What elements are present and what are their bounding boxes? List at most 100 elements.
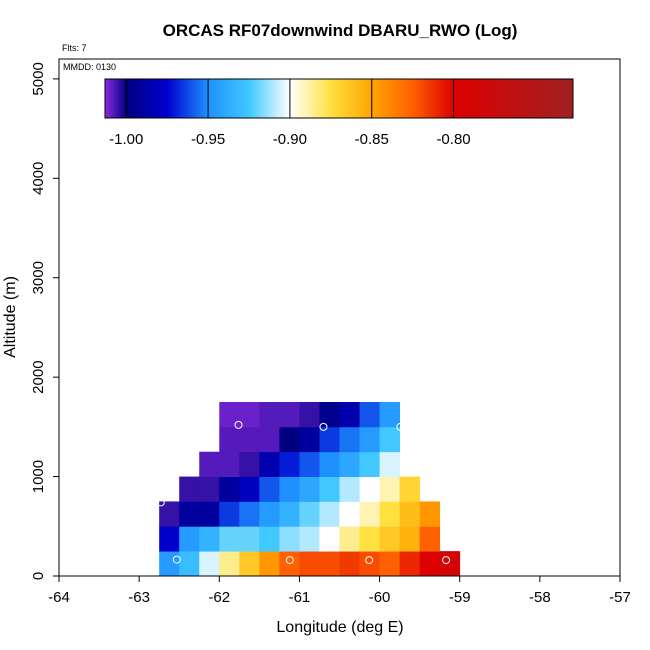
- heatmap-cell: [359, 451, 380, 477]
- heatmap-cell: [299, 476, 320, 502]
- heatmap-cell: [279, 501, 300, 527]
- heatmap-cell: [299, 501, 320, 527]
- heatmap-cell: [159, 551, 180, 577]
- heatmap-cell: [379, 501, 401, 527]
- heatmap-cell: [359, 501, 380, 527]
- heatmap-cell: [259, 426, 280, 453]
- heatmap-cell: [279, 526, 300, 552]
- heatmap-cell: [259, 476, 280, 502]
- sample-marker: [156, 498, 165, 507]
- heatmap-cell: [199, 476, 220, 502]
- heatmap-cell: [259, 501, 280, 527]
- heatmap-cell: [339, 451, 360, 477]
- heatmap-cell: [179, 476, 200, 502]
- heatmap-cell: [359, 402, 380, 428]
- heatmap-cell: [299, 402, 320, 428]
- sample-marker: [285, 556, 294, 565]
- colorbar-tick-label: -0.85: [355, 131, 389, 148]
- heatmap-cell: [439, 551, 461, 577]
- heatmap-cell: [399, 476, 421, 502]
- heatmap-cell: [299, 426, 320, 453]
- heatmap-cell: [239, 426, 260, 453]
- heatmap-cell: [319, 526, 340, 552]
- heatmap-cell: [239, 451, 260, 477]
- heatmap-cell: [199, 501, 220, 527]
- y-tick-label: 4000: [30, 162, 47, 195]
- heatmap-cell: [259, 551, 280, 577]
- colorbar-tick-label: -1.00: [109, 131, 143, 148]
- plot-markers: [156, 420, 451, 565]
- heatmap-cell: [339, 526, 360, 552]
- colorbar-gradient: [104, 78, 574, 119]
- x-axis: -64 -63 -62 -61 -60 -59 -58 -57: [48, 576, 631, 606]
- heatmap-cell: [359, 426, 380, 453]
- y-axis: 0 1000 2000 3000 4000 5000: [30, 62, 59, 580]
- colorbar-tick-label: -0.80: [436, 131, 470, 148]
- heatmap-cell: [239, 501, 260, 527]
- sample-marker: [234, 420, 243, 429]
- x-tick-label: -59: [449, 589, 471, 606]
- heatmap-cell: [319, 426, 340, 453]
- colorbar-tick-label: -0.90: [273, 131, 307, 148]
- heatmap-cell: [339, 402, 360, 428]
- x-axis-label: Longitude (deg E): [276, 619, 403, 636]
- heatmap-cell: [299, 526, 320, 552]
- y-axis-label: Altitude (m): [2, 276, 19, 358]
- heatmap-cell: [199, 551, 220, 577]
- heatmap-cell: [299, 451, 320, 477]
- colorbar-tick-label: -0.95: [191, 131, 225, 148]
- heatmap-cell: [179, 501, 200, 527]
- y-tick-label: 0: [30, 572, 47, 580]
- y-tick-label: 1000: [30, 460, 47, 493]
- heatmap-cell: [339, 476, 360, 502]
- heatmap-cell: [419, 551, 441, 577]
- plot-frame: [58, 58, 621, 577]
- heatmap-cell: [379, 426, 401, 453]
- flights-annotation: Flts: 7: [62, 43, 87, 53]
- heatmap-cell: [319, 451, 340, 477]
- heatmap-cell: [259, 402, 280, 428]
- y-tick-label: 3000: [30, 261, 47, 294]
- x-tick-label: -62: [208, 589, 230, 606]
- sample-marker: [319, 422, 328, 431]
- heatmap-cell: [239, 551, 260, 577]
- sample-marker: [365, 556, 374, 565]
- heatmap-cell: [259, 451, 280, 477]
- heatmap-cell: [399, 526, 421, 552]
- heatmap-cell: [419, 526, 441, 552]
- heatmap-cell: [339, 426, 360, 453]
- heatmap-cell: [239, 476, 260, 502]
- x-tick-label: -64: [48, 589, 70, 606]
- heatmap-cell: [279, 476, 300, 502]
- x-tick-label: -60: [369, 589, 391, 606]
- heatmap-cell: [219, 402, 240, 428]
- heatmap-cell: [379, 551, 401, 577]
- heatmap-cell: [319, 402, 340, 428]
- heatmap-cell: [359, 526, 380, 552]
- heatmap-cell: [159, 501, 180, 527]
- heatmap-cell: [279, 451, 300, 477]
- heatmap-cell: [219, 476, 240, 502]
- x-tick-label: -63: [128, 589, 150, 606]
- heatmap-cell: [319, 476, 340, 502]
- chart-title: ORCAS RF07downwind DBARU_RWO (Log): [163, 21, 518, 40]
- y-tick-label: 2000: [30, 360, 47, 393]
- heatmap-cell: [379, 451, 401, 477]
- plot-cells: [159, 402, 461, 577]
- heatmap-cell: [179, 551, 200, 577]
- heatmap-cell: [399, 551, 421, 577]
- y-tick-label: 5000: [30, 62, 47, 95]
- heatmap-cell: [259, 526, 280, 552]
- heatmap-cell: [199, 451, 220, 477]
- heatmap-cell: [219, 451, 240, 477]
- colorbar-ticks: -1.00 -0.95 -0.90 -0.85 -0.80: [109, 79, 471, 148]
- heatmap-cell: [199, 526, 220, 552]
- x-tick-label: -61: [289, 589, 311, 606]
- x-tick-label: -58: [529, 589, 551, 606]
- colorbar: -1.00 -0.95 -0.90 -0.85 -0.80: [104, 78, 574, 148]
- heatmap-cell: [219, 501, 240, 527]
- heatmap-cell: [379, 526, 401, 552]
- sample-marker: [442, 556, 451, 565]
- heatmap-cell: [159, 526, 180, 552]
